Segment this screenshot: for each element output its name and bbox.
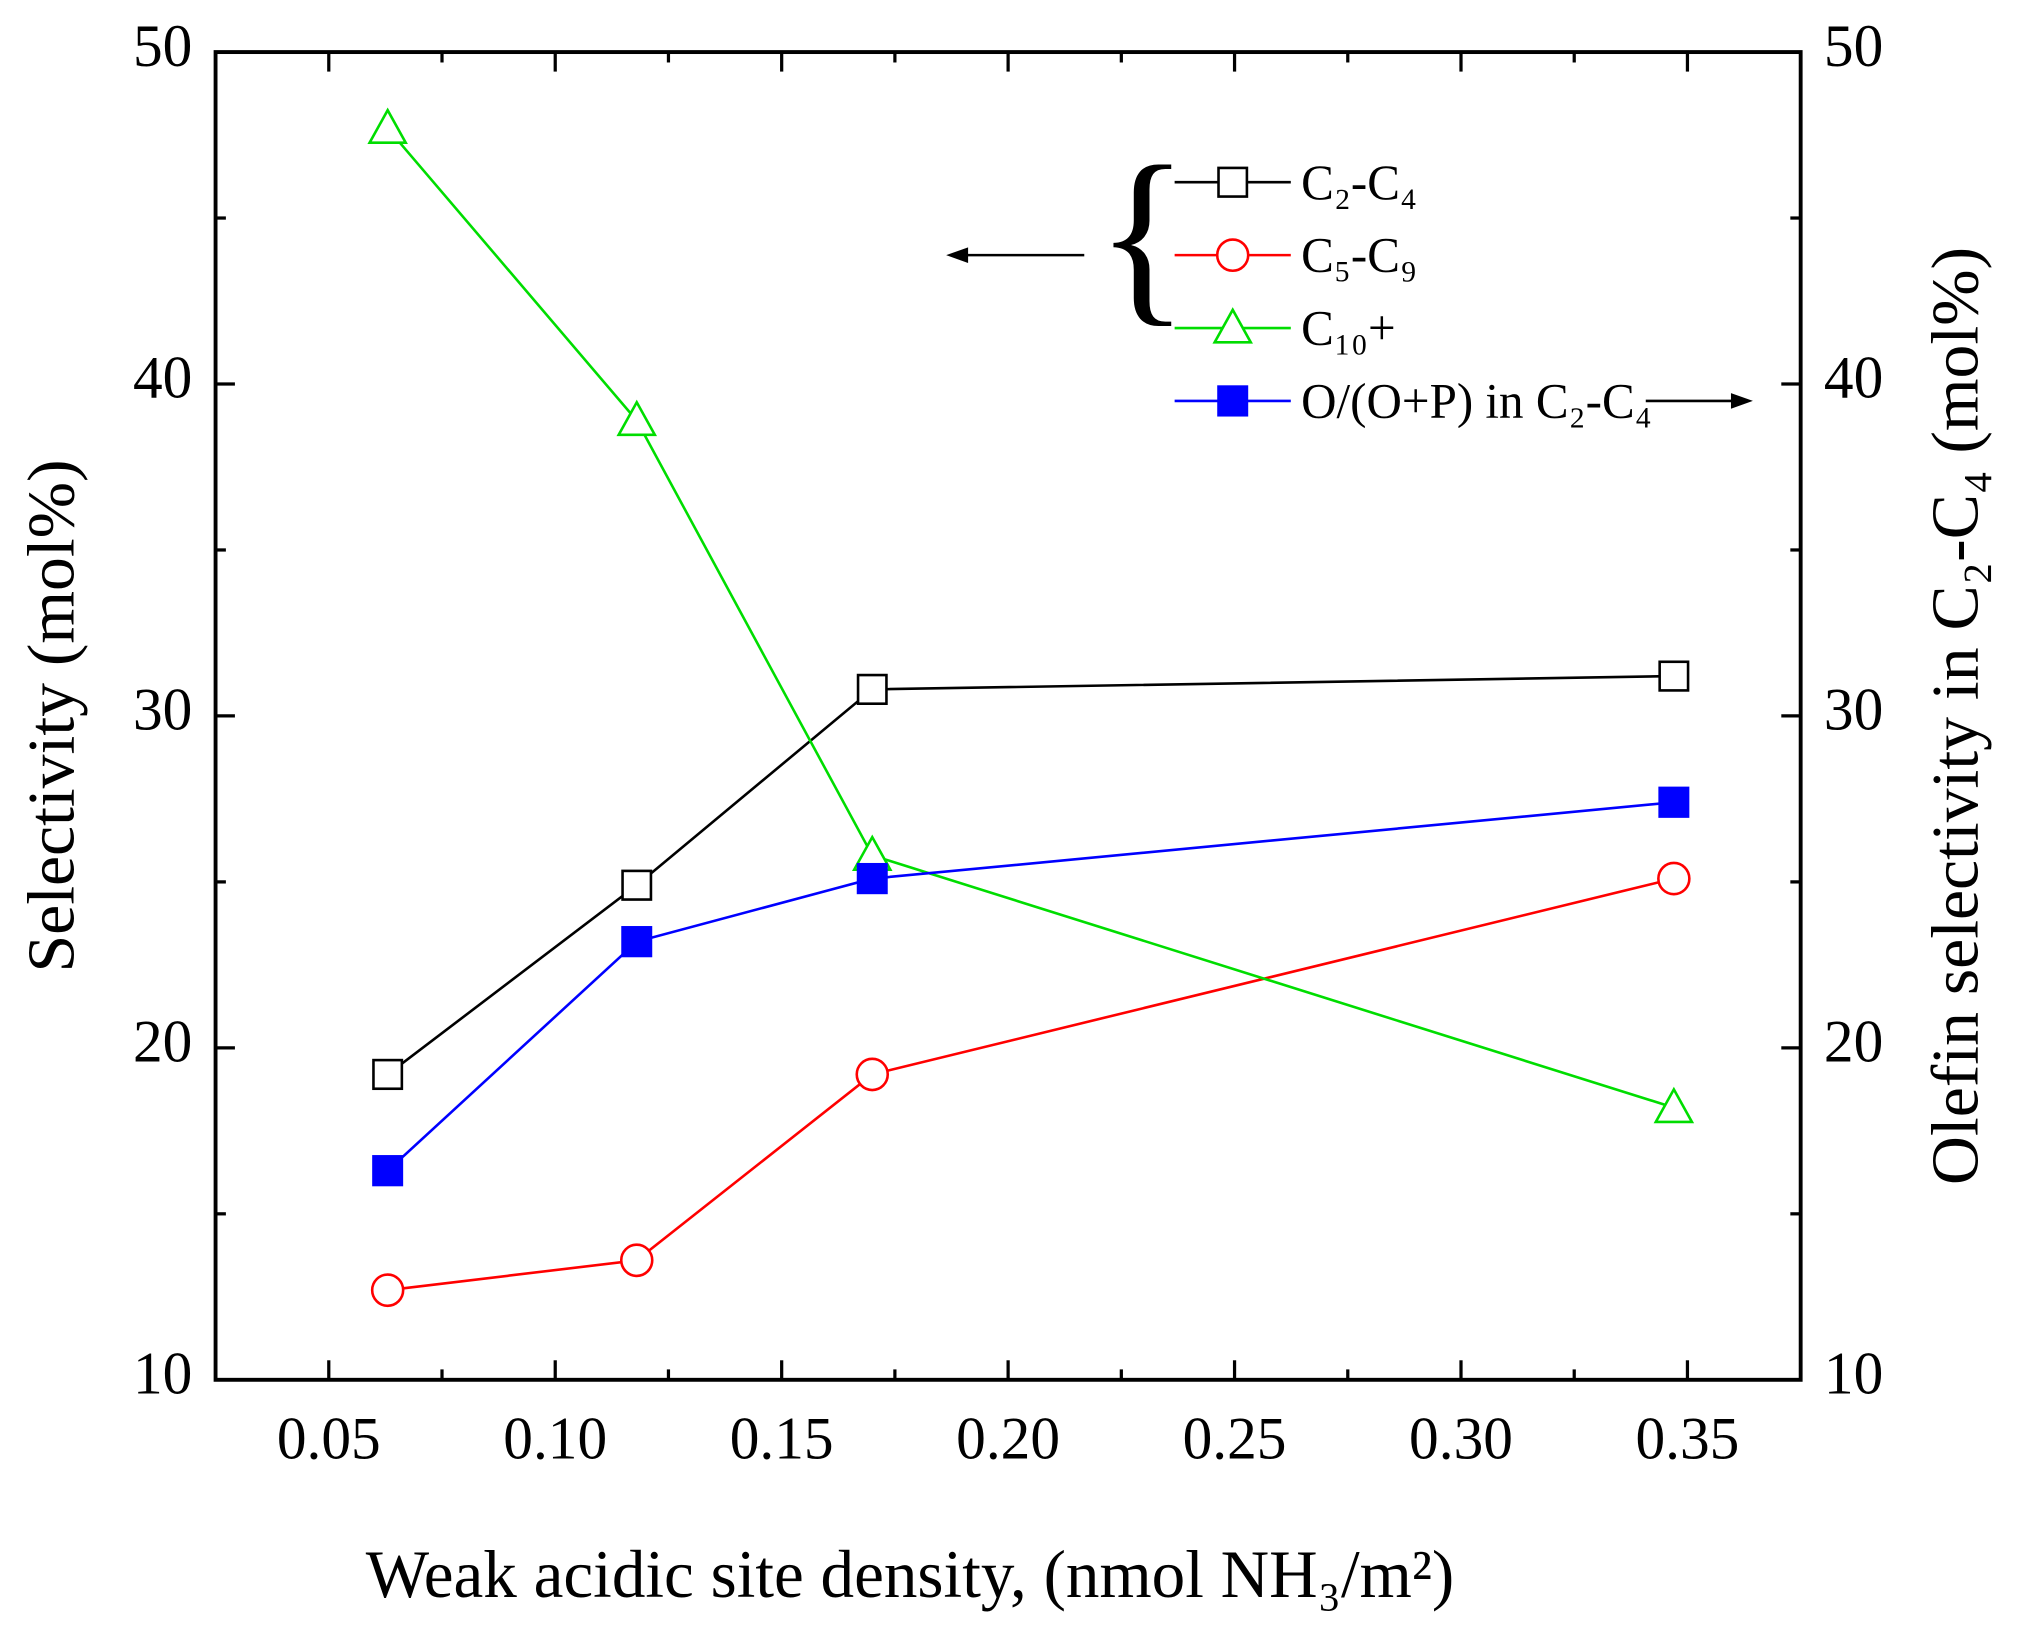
data-point bbox=[372, 1155, 404, 1187]
data-point bbox=[619, 1243, 654, 1278]
x-tick-label: 0.35 bbox=[1636, 1405, 1740, 1471]
x-tick-label: 0.30 bbox=[1409, 1405, 1513, 1471]
data-point bbox=[370, 1273, 405, 1308]
series-line bbox=[386, 127, 1675, 1109]
right-axis-arrowhead bbox=[1730, 393, 1753, 409]
data-point bbox=[856, 673, 888, 706]
data-point bbox=[621, 926, 653, 958]
y-tick-label: 10 bbox=[133, 1340, 192, 1406]
x-tick-label: 0.05 bbox=[277, 1405, 381, 1471]
x-tick-label: 0.15 bbox=[730, 1405, 834, 1471]
left-axis-arrowhead bbox=[946, 247, 969, 263]
series-line bbox=[387, 877, 1675, 1292]
legend-label: C₅-C₉ bbox=[1301, 227, 1417, 282]
data-point bbox=[1653, 1086, 1695, 1124]
legend-marker bbox=[1217, 385, 1249, 417]
y2-tick-label: 30 bbox=[1824, 676, 1883, 742]
y-tick-label: 50 bbox=[133, 13, 192, 79]
x-tick-label: 0.20 bbox=[956, 1405, 1060, 1471]
series-line bbox=[386, 800, 1674, 1172]
data-point bbox=[1658, 786, 1690, 818]
data-point bbox=[621, 869, 653, 901]
x-axis-title: Weak acidic site density, (nmol NH₃/m²) bbox=[366, 1537, 1455, 1612]
y2-tick-label: 40 bbox=[1824, 345, 1883, 411]
data-point bbox=[616, 399, 658, 437]
legend-marker bbox=[1217, 166, 1249, 198]
legend-label: C₁₀+ bbox=[1301, 300, 1396, 355]
legend-label: O/(O+P) in C₂-C₄ bbox=[1301, 373, 1652, 428]
data-point bbox=[1657, 861, 1691, 896]
y-tick-label: 40 bbox=[133, 345, 192, 411]
data-point bbox=[372, 1058, 404, 1091]
plot-root: Weak acidic site density, (nmol NH₃/m²) … bbox=[14, 13, 1993, 1613]
x-tick-label: 0.10 bbox=[503, 1405, 607, 1471]
legend-brace: { bbox=[1096, 127, 1189, 343]
data-point bbox=[856, 862, 888, 895]
y-tick-label: 30 bbox=[133, 676, 192, 742]
y2-tick-label: 10 bbox=[1824, 1340, 1883, 1406]
series-line bbox=[386, 674, 1674, 1076]
plot-frame bbox=[213, 50, 1803, 1382]
legend-marker bbox=[1215, 238, 1250, 273]
legend-marker bbox=[1212, 307, 1253, 344]
y2-tick-label: 50 bbox=[1824, 13, 1883, 79]
legend-label: C₂-C₄ bbox=[1301, 155, 1417, 210]
data-point bbox=[1658, 660, 1690, 692]
data-point bbox=[367, 107, 408, 145]
y2-axis-title: Olefin selectivity in C₂-C₄ (mol%) bbox=[1918, 247, 1993, 1185]
data-point bbox=[855, 1057, 890, 1092]
y2-tick-label: 20 bbox=[1824, 1008, 1883, 1074]
x-tick-label: 0.25 bbox=[1183, 1405, 1287, 1471]
y-tick-label: 20 bbox=[133, 1008, 192, 1074]
y-axis-title: Selectivity (mol%) bbox=[14, 459, 89, 972]
